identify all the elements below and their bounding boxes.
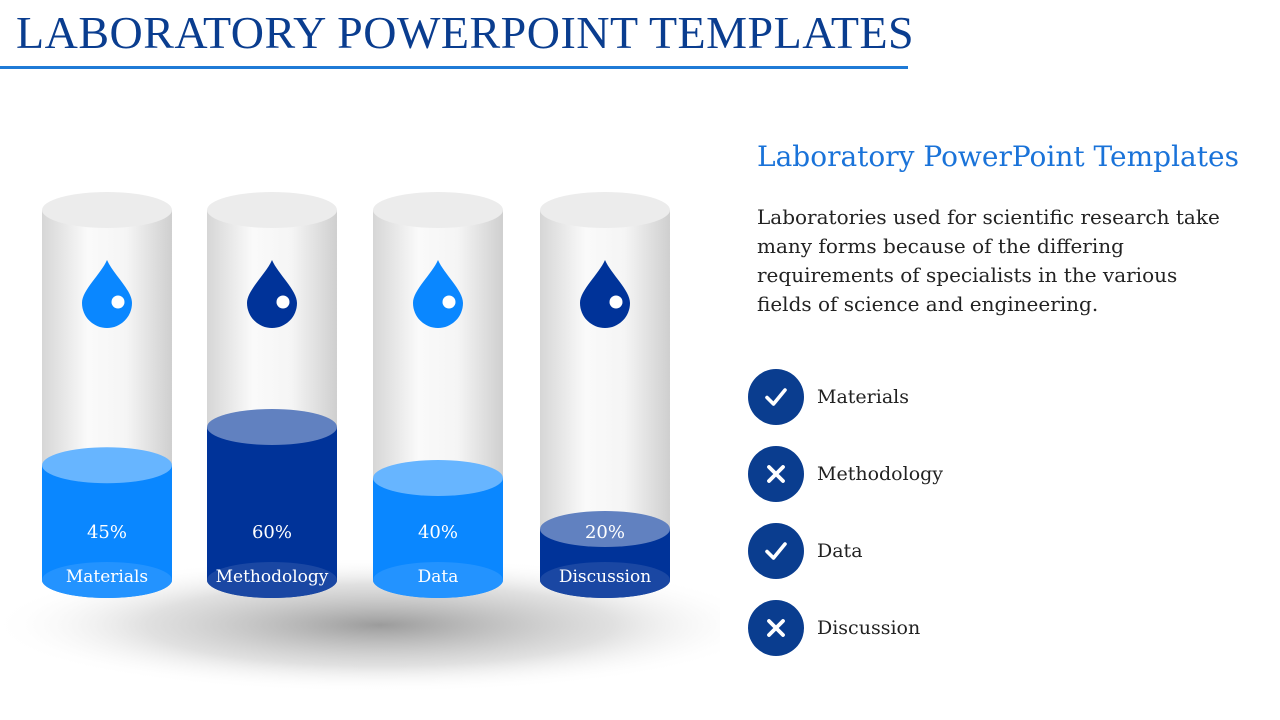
glass-tube [540,210,670,598]
status-item-methodology: Methodology [748,445,943,502]
bar-category-label: Materials [66,567,148,587]
bar-base [373,562,503,598]
bar-liquid [207,427,337,598]
title-underline [0,66,908,69]
water-drop-highlight [111,295,125,309]
status-label: Data [817,539,863,562]
page-title: LABORATORY POWERPOINT TEMPLATES [16,7,915,58]
status-item-materials: Materials [748,368,943,425]
check-icon [748,368,804,425]
glass-tube-top [207,192,337,228]
cylinder-chart: 45% Materials 60% Methodology 40% Data 20% Disc… [0,192,720,693]
status-label: Methodology [817,462,944,485]
status-item-discussion: Discussion [748,599,943,656]
bar-value-label: 40% [418,522,458,543]
glass-tube-top [540,192,670,228]
bar-category-label: Methodology [216,567,329,587]
check-icon [748,522,804,579]
bar-liquid-top [540,511,670,547]
cross-icon [748,599,804,656]
water-drop-icon [82,260,132,328]
side-heading: Laboratory PowerPoint Templates [757,140,1239,173]
floor-shadow [0,557,720,693]
bar-base [540,562,670,598]
bar-liquid-top [42,447,172,484]
bar-category-label: Data [418,567,459,587]
status-label: Materials [817,385,909,408]
bar-liquid-top [207,409,337,445]
water-drop-highlight [609,295,623,309]
glass-tube-top [373,192,503,228]
status-list: Materials Methodology Data Discussion [748,368,943,676]
glass-tube-top [42,192,172,228]
bar-value-label: 60% [252,522,292,543]
bar-liquid-top [373,460,503,496]
water-drop-icon [580,260,630,328]
cross-icon [748,445,804,502]
side-description: Laboratories used for scientific researc… [757,205,1220,316]
status-label: Discussion [817,616,921,639]
water-drop-highlight [442,295,456,309]
water-drop-highlight [276,295,290,309]
bar-category-label: Discussion [559,567,651,587]
status-item-data: Data [748,522,943,579]
water-drop-icon [413,260,463,328]
bar-value-label: 45% [87,522,127,543]
bar-base [42,562,172,598]
bar-base [207,562,337,598]
bar-value-label: 20% [585,522,625,543]
water-drop-icon [247,260,297,328]
